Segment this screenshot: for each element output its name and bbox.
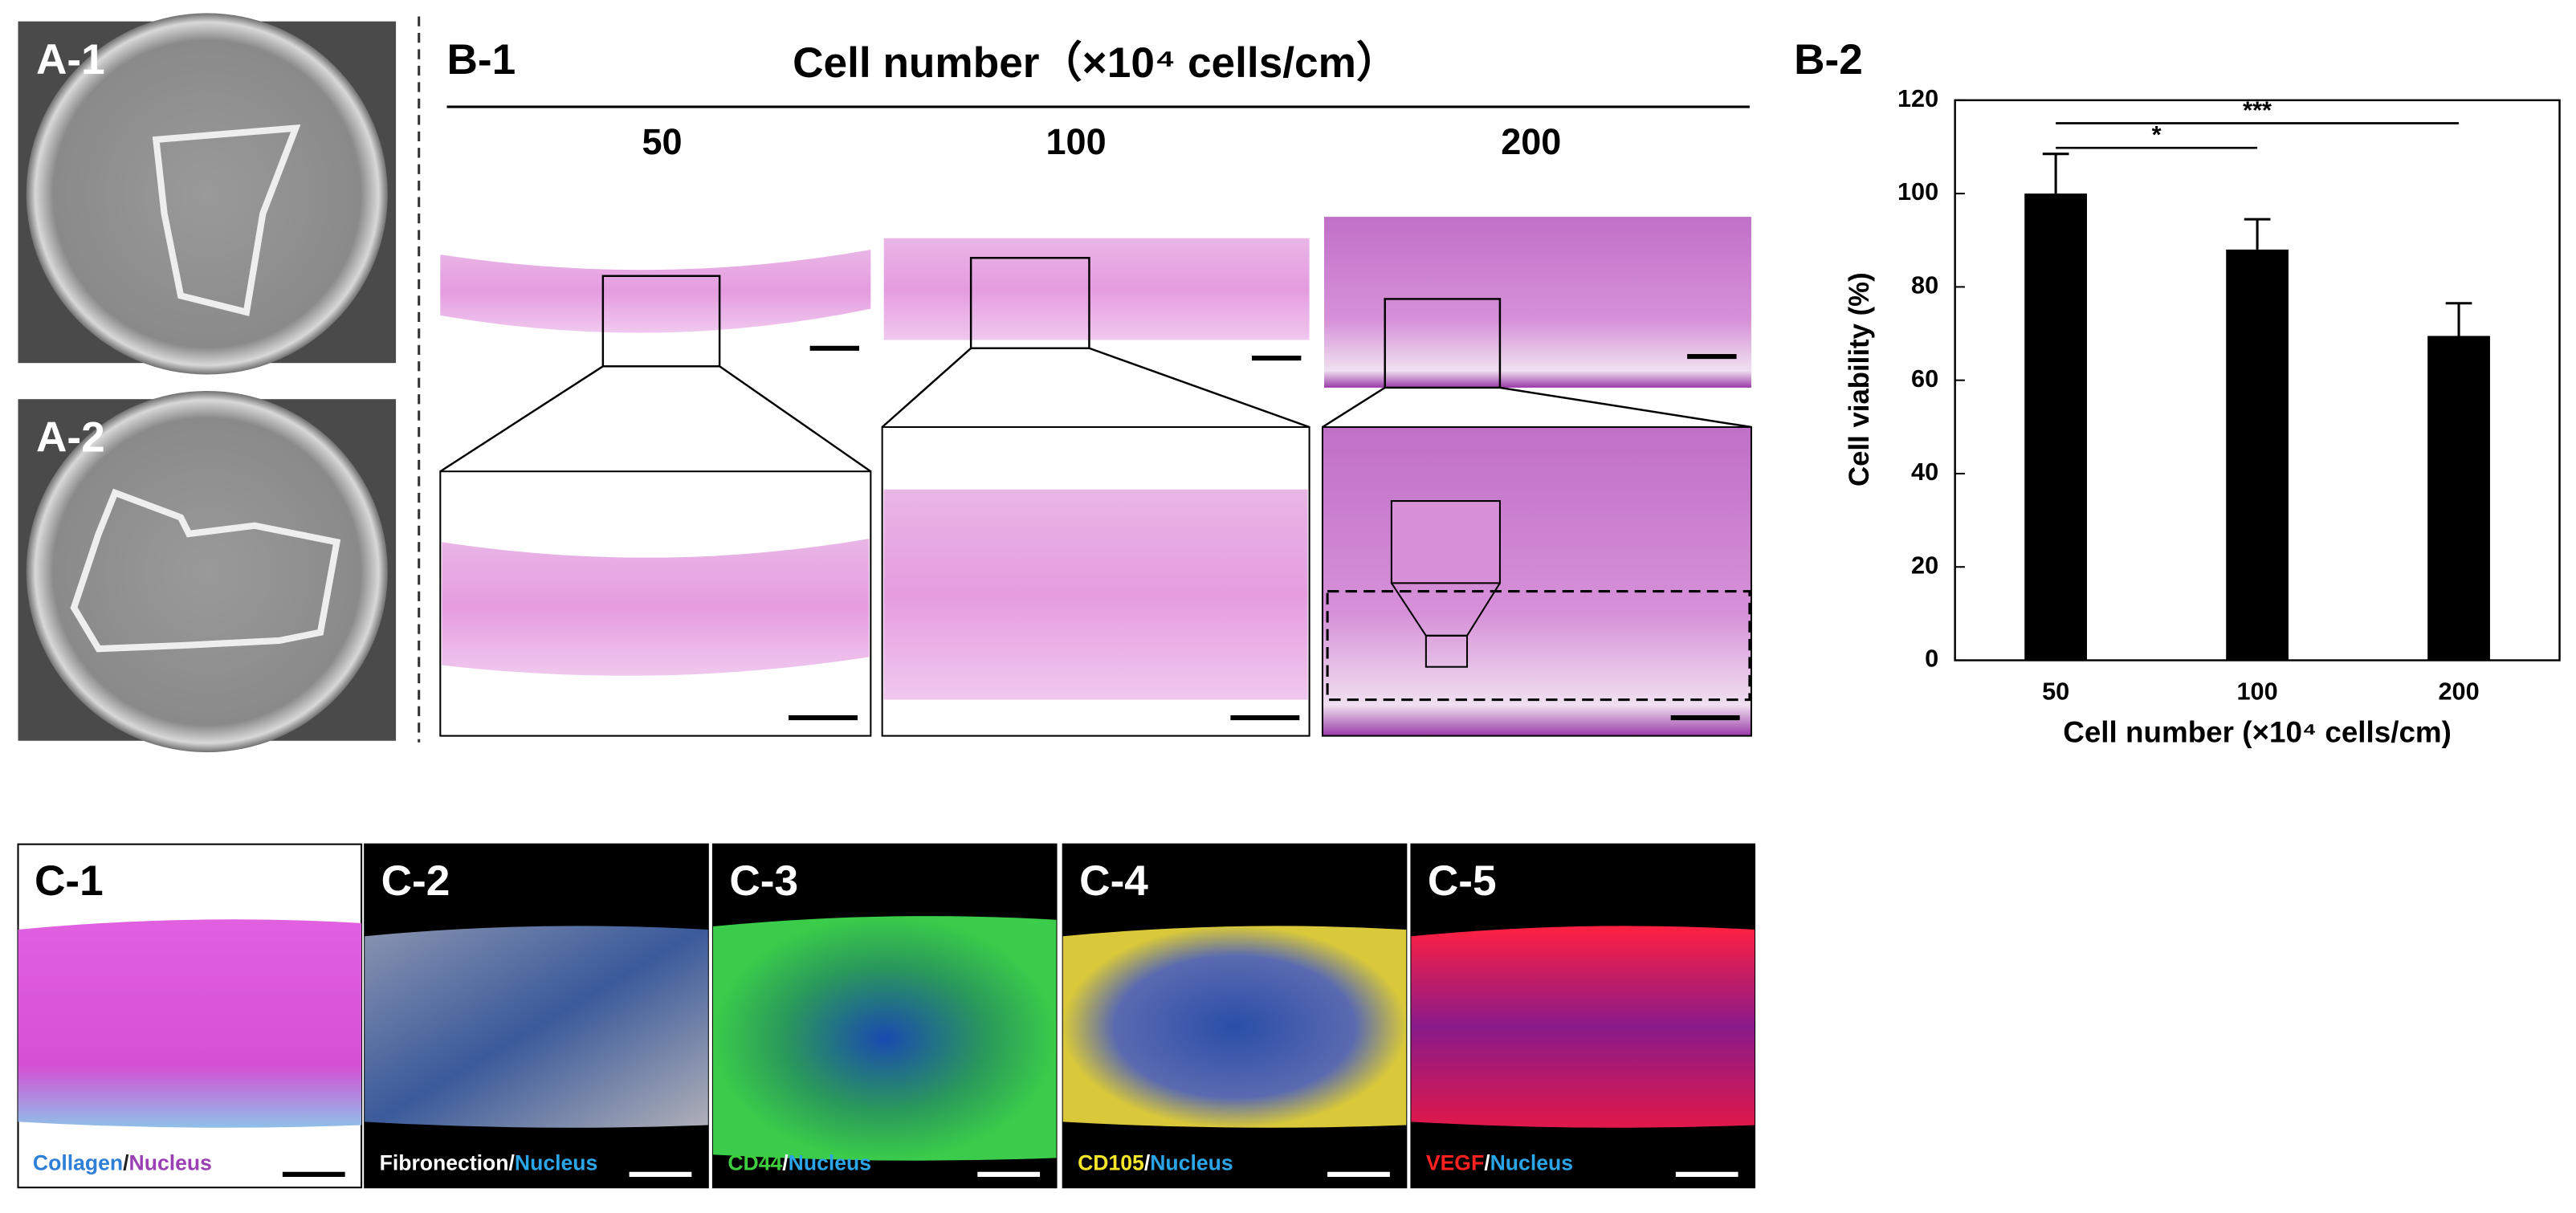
panel-label: C-1 — [35, 857, 104, 905]
caption: Fibronection/Nucleus — [380, 1151, 598, 1175]
micrograph — [440, 250, 871, 333]
column-label: 50 — [642, 121, 682, 162]
inset-source — [1425, 634, 1469, 668]
y-tick-label: 0 — [1925, 645, 1938, 673]
significance-label: *** — [2243, 96, 2272, 124]
column-label: 100 — [1046, 121, 1107, 162]
caption-part: / — [782, 1151, 789, 1175]
micrograph — [1062, 926, 1407, 1128]
x-axis-title: Cell number (×10⁴ cells/cm) — [2063, 715, 2452, 748]
micrograph — [712, 916, 1057, 1161]
micrograph — [1324, 217, 1751, 388]
y-tick-label: 40 — [1911, 458, 1938, 486]
y-axis-title: Cell viability (%) — [1844, 272, 1875, 486]
bar — [2226, 249, 2289, 661]
caption-part: Nucleus — [789, 1151, 871, 1175]
panel-label: B-1 — [446, 36, 516, 83]
x-tick-label: 100 — [2236, 678, 2277, 706]
bar — [2427, 336, 2490, 661]
bar-chart: B-2 Cell viability (%) Cell number (×10⁴… — [1794, 36, 2561, 748]
caption-part: CD105 — [1078, 1151, 1144, 1175]
zoom-boxes — [439, 257, 1752, 473]
y-tick-label: 100 — [1897, 177, 1938, 206]
dish — [26, 390, 388, 753]
micrograph — [18, 919, 362, 1128]
micrograph — [442, 539, 870, 676]
panel-a: A-1 A-2 — [18, 13, 421, 753]
panel-label: A-2 — [36, 413, 105, 461]
panel-label: C-3 — [729, 857, 798, 905]
panel-c: C-1Collagen/NucleusC-2Fibronection/Nucle… — [17, 843, 1756, 1189]
caption-part: / — [1144, 1151, 1151, 1175]
panel-label: C-2 — [381, 857, 450, 905]
x-tick-label: 200 — [2438, 678, 2479, 706]
scale-bars — [789, 345, 1740, 721]
panel-label: C-5 — [1428, 857, 1497, 905]
region — [1326, 590, 1751, 702]
conduit — [70, 488, 341, 653]
error-bar — [2445, 302, 2472, 336]
caption-part: / — [123, 1151, 129, 1175]
header: Cell number（×10⁴ cells/cm） — [793, 39, 1399, 87]
caption-part: Nucleus — [1150, 1151, 1233, 1175]
x-tick-label: 50 — [2042, 678, 2069, 706]
micrograph — [1411, 926, 1755, 1128]
micrograph — [365, 926, 708, 1128]
caption: Collagen/Nucleus — [33, 1151, 212, 1175]
significance-label: * — [2152, 120, 2162, 149]
caption: CD105/Nucleus — [1078, 1151, 1233, 1175]
micrograph — [883, 489, 1308, 700]
panel-label: C-4 — [1079, 857, 1148, 905]
dish — [26, 13, 388, 375]
column-label: 200 — [1501, 121, 1561, 162]
panel-label: A-1 — [36, 36, 105, 83]
caption-part: Nucleus — [129, 1151, 212, 1175]
panel-b1: B-1 Cell number（×10⁴ cells/cm） 50 100 20… — [439, 36, 1752, 737]
inset — [1390, 500, 1501, 584]
y-tick-label: 120 — [1897, 84, 1938, 112]
bar — [2024, 193, 2087, 661]
micrograph — [1321, 425, 1752, 737]
caption-part: / — [509, 1151, 516, 1175]
y-tick-label: 80 — [1911, 271, 1938, 299]
caption-part: Nucleus — [515, 1151, 597, 1175]
caption-part: Collagen — [33, 1151, 123, 1175]
y-tick-label: 60 — [1911, 364, 1938, 393]
caption-part: VEGF — [1426, 1151, 1484, 1175]
caption-part: / — [1484, 1151, 1490, 1175]
micrograph — [883, 238, 1310, 340]
caption: CD44/Nucleus — [728, 1151, 871, 1175]
y-tick-label: 20 — [1911, 551, 1938, 579]
error-bar — [2042, 153, 2069, 194]
conduit — [152, 124, 301, 316]
panel-label: B-2 — [1794, 36, 1863, 83]
caption-part: Fibronection — [380, 1151, 509, 1175]
caption-part: Nucleus — [1490, 1151, 1573, 1175]
caption-part: CD44 — [728, 1151, 782, 1175]
caption: VEGF/Nucleus — [1426, 1151, 1573, 1175]
error-bar — [2244, 218, 2271, 250]
